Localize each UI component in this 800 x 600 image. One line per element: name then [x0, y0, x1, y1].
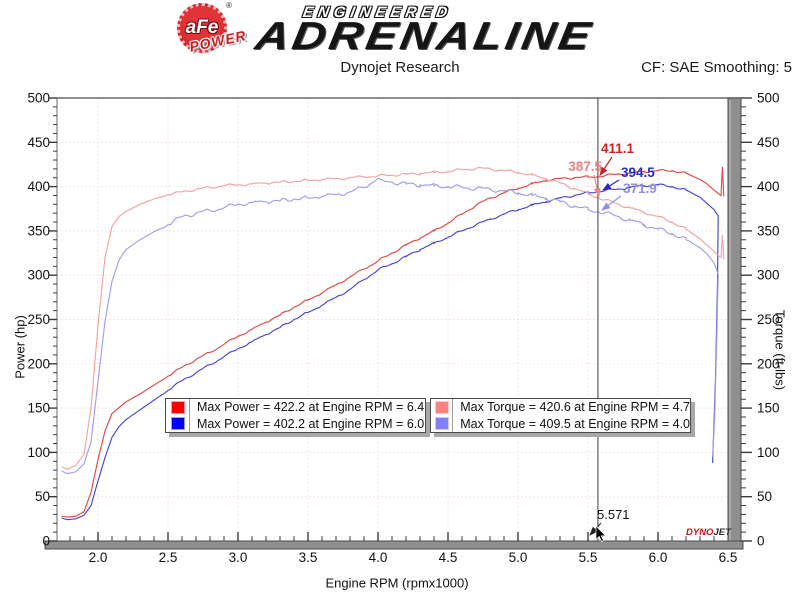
x-tick-label: 3.0	[229, 550, 248, 565]
x-tick-label: 5.5	[579, 550, 598, 565]
curve-power_red	[61, 166, 725, 518]
y-tick-label-left: 100	[27, 445, 50, 460]
readout-arrow-torque_red	[593, 174, 601, 198]
y-tick-label-right: 250	[757, 312, 780, 327]
x-tick-label: 2.0	[89, 550, 108, 565]
x-tick-label: 6.5	[719, 550, 738, 565]
y-axis-label-power: Power (hp)	[12, 315, 28, 379]
dynojet-logo: DYNOJET	[686, 527, 731, 538]
y-tick-label-right: 300	[757, 268, 780, 283]
y-tick-label-left: 400	[27, 179, 50, 194]
readout-arrow-power_blue	[602, 179, 620, 191]
curve-power_blue	[61, 183, 719, 521]
legend-label-max-torque-red: Max Torque = 420.6 at Engine RPM = 4.7	[460, 400, 690, 415]
y-tick-label-right: 200	[757, 356, 780, 371]
curve-torque_blue	[61, 177, 719, 475]
mouse-cursor-icon	[595, 525, 607, 542]
x-axis-label: Engine RPM (rpmx1000)	[325, 575, 469, 591]
legend-swatch-power-red	[170, 400, 185, 414]
readout-arrow-torque_blue	[601, 195, 622, 211]
y-tick-label-left: 200	[27, 356, 50, 371]
x-tick-label: 2.5	[159, 550, 178, 565]
afe-logo-icon: aFe	[177, 3, 227, 53]
y-tick-label-left: 50	[35, 489, 50, 504]
chart-title: Dynojet Research	[340, 59, 460, 76]
legend-swatch-power-blue	[170, 417, 185, 431]
legend-row: Max Power = 422.2 at Engine RPM = 6.4	[166, 399, 425, 416]
legend-swatch-torque-red	[434, 400, 449, 414]
cursor-rpm-arrow	[589, 522, 602, 536]
y-tick-label-right: 400	[757, 179, 780, 194]
x-tick-label: 6.0	[649, 550, 668, 565]
y-tick-label-right: 100	[757, 445, 780, 460]
legend-label-max-power-red: Max Power = 422.2 at Engine RPM = 6.4	[197, 400, 425, 415]
legend-row: Max Torque = 409.5 at Engine RPM = 4.0	[431, 415, 690, 432]
legend-label-max-torque-blue: Max Torque = 409.5 at Engine RPM = 4.0	[460, 416, 690, 431]
y-tick-label-right: 450	[757, 135, 780, 150]
legend-label-max-power-blue: Max Power = 402.2 at Engine RPM = 6.0	[197, 416, 425, 431]
legend-swatch-torque-blue	[434, 417, 449, 431]
y-tick-label-left: 150	[27, 401, 50, 416]
y-tick-label-right: 50	[757, 489, 772, 504]
y-tick-label-left: 250	[27, 312, 50, 327]
legend-box-power: Max Power = 422.2 at Engine RPM = 6.4 Ma…	[165, 398, 426, 433]
y-tick-label-right: 350	[757, 223, 780, 238]
legend-box-torque: Max Torque = 420.6 at Engine RPM = 4.7 M…	[430, 398, 691, 433]
readout-arrow-power_red	[599, 156, 613, 177]
y-tick-label-left: 450	[27, 135, 50, 150]
y-axis-label-torque: Torque (ft-lbs)	[772, 309, 788, 391]
x-tick-label: 4.0	[369, 550, 388, 565]
x-tick-label: 5.0	[509, 550, 528, 565]
x-tick-label: 4.5	[439, 550, 458, 565]
y-tick-label-left: 500	[27, 91, 50, 106]
y-tick-label-left: 350	[27, 223, 50, 238]
y-tick-label-right: 150	[757, 401, 780, 416]
readout-label-torque_blue: 371.9	[623, 181, 657, 196]
y-tick-label-right: 0	[757, 534, 765, 549]
y-tick-label-right: 500	[757, 91, 780, 106]
legend-row: Max Torque = 420.6 at Engine RPM = 4.7	[431, 399, 690, 416]
curve-torque_red	[61, 166, 725, 470]
x-tick-label: 3.5	[299, 550, 318, 565]
readout-label-power_blue: 394.5	[621, 165, 655, 180]
bottom-axis-bar	[44, 540, 744, 550]
afe-logo-text: aFe	[185, 17, 219, 38]
y-tick-label-left: 300	[27, 268, 50, 283]
logo-adrenaline: ADRENALINE	[252, 15, 597, 58]
correction-factor-label: CF: SAE Smoothing: 5	[641, 59, 792, 76]
cursor-rpm-label: 5.571	[597, 507, 630, 522]
registered-mark: ®	[226, 1, 232, 10]
readout-label-torque_red: 387.5	[568, 159, 602, 174]
y-tick-label-left: 0	[42, 534, 50, 549]
readout-label-power_red: 411.1	[601, 141, 635, 156]
dyno-graph[interactable]: 0 0 50 50 100 100 150 150 200 200 250 250 300 300 350 3…	[0, 90, 800, 600]
legend-row: Max Power = 402.2 at Engine RPM = 6.0	[166, 415, 425, 432]
